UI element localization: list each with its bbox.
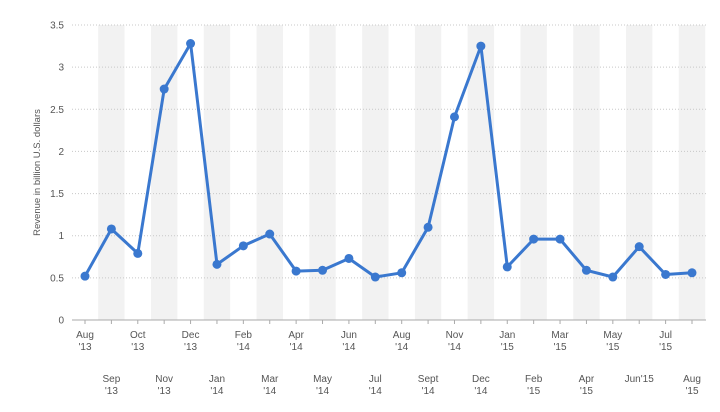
x-tick-label: Nov xyxy=(155,374,173,385)
x-tick-label-year: '14 xyxy=(290,342,303,353)
x-tick-label-year: '15 xyxy=(685,386,698,397)
data-point xyxy=(106,224,116,234)
column-band xyxy=(309,25,336,320)
y-tick-label: 3 xyxy=(58,63,64,74)
data-point xyxy=(608,272,618,282)
x-tick-label-year: '14 xyxy=(395,342,408,353)
x-tick-label-year: '14 xyxy=(474,386,487,397)
x-tick-label: Aug xyxy=(683,374,701,385)
data-point xyxy=(212,259,222,269)
data-point xyxy=(397,268,407,278)
column-band xyxy=(573,25,600,320)
series-revenue xyxy=(80,39,697,282)
data-point xyxy=(80,271,90,281)
y-tick-label: 2.5 xyxy=(50,105,64,116)
x-tick-label: Jul xyxy=(369,374,382,385)
column-band xyxy=(414,25,442,320)
y-tick-label: 3.5 xyxy=(50,21,64,32)
x-tick-label-year: '13 xyxy=(184,342,197,353)
column-band xyxy=(626,25,653,320)
x-tick-label: Jan xyxy=(209,374,225,385)
x-tick-label-year: '13 xyxy=(105,386,118,397)
data-point xyxy=(291,266,301,276)
data-point xyxy=(265,229,275,239)
x-tick-label: Jan xyxy=(499,330,515,341)
x-tick-label: May xyxy=(603,330,622,341)
column-band xyxy=(256,25,283,320)
x-tick-label-year: '14 xyxy=(210,386,223,397)
y-axis-label: Revenue in billion U.S. dollars xyxy=(32,109,43,236)
x-tick-label: Apr xyxy=(288,330,304,341)
x-tick-label-year: '15 xyxy=(606,342,619,353)
x-axis-ticks: Aug'13Sep'13Oct'13Nov'13Dec'13Jan'14Feb'… xyxy=(76,320,701,397)
x-tick-label: Nov xyxy=(446,330,464,341)
data-point xyxy=(186,39,196,49)
data-point xyxy=(133,248,143,258)
x-tick-label-year: '15 xyxy=(527,386,540,397)
data-point xyxy=(370,272,380,282)
x-tick-label: Jul xyxy=(659,330,672,341)
x-tick-label: Dec xyxy=(182,330,200,341)
x-tick-label: Jun'15 xyxy=(625,374,655,385)
data-point xyxy=(661,269,671,279)
x-tick-label-year: '15 xyxy=(501,342,514,353)
x-tick-label-year: '15 xyxy=(554,342,567,353)
data-point xyxy=(344,253,354,263)
x-tick-label: Jun xyxy=(341,330,357,341)
column-band xyxy=(98,25,125,320)
x-tick-label: Dec xyxy=(472,374,490,385)
x-tick-label: Sep xyxy=(102,374,120,385)
y-tick-label: 1 xyxy=(58,231,64,242)
y-axis-ticks: 0 0.5 1 1.5 2 2.5 3 3.5 xyxy=(50,21,64,327)
x-tick-label: Apr xyxy=(579,374,595,385)
column-band xyxy=(150,25,178,320)
x-tick-label: Oct xyxy=(130,330,146,341)
data-point xyxy=(687,268,697,278)
data-point xyxy=(238,241,248,251)
data-point xyxy=(159,84,169,94)
x-tick-label-year: '14 xyxy=(422,386,435,397)
column-band xyxy=(520,25,547,320)
data-point xyxy=(581,265,591,275)
x-tick-label: May xyxy=(313,374,332,385)
x-tick-label-year: '14 xyxy=(342,342,355,353)
data-point xyxy=(634,242,644,252)
data-point xyxy=(555,234,565,244)
x-tick-label: Sept xyxy=(418,374,439,385)
x-tick-label: Feb xyxy=(235,330,253,341)
x-tick-label-year: '13 xyxy=(78,342,91,353)
x-tick-label-year: '14 xyxy=(263,386,276,397)
column-band xyxy=(203,25,231,320)
y-tick-label: 2 xyxy=(58,147,64,158)
series-line xyxy=(83,42,694,279)
y-tick-label: 1.5 xyxy=(50,189,64,200)
data-point xyxy=(476,41,486,51)
x-tick-label-year: '15 xyxy=(580,386,593,397)
x-tick-label: Mar xyxy=(261,374,279,385)
x-tick-label: Mar xyxy=(551,330,569,341)
y-tick-label: 0 xyxy=(58,316,64,327)
data-point xyxy=(502,262,512,272)
data-point xyxy=(423,222,433,232)
x-tick-label: Aug xyxy=(76,330,94,341)
x-tick-label: Aug xyxy=(393,330,411,341)
y-tick-label: 0.5 xyxy=(50,273,64,284)
x-tick-label-year: '14 xyxy=(316,386,329,397)
data-point xyxy=(318,265,328,275)
x-tick-label: Feb xyxy=(525,374,543,385)
data-point xyxy=(529,234,539,244)
x-tick-label-year: '14 xyxy=(369,386,382,397)
data-point xyxy=(449,112,459,122)
x-tick-label-year: '13 xyxy=(158,386,171,397)
x-tick-label-year: '15 xyxy=(659,342,672,353)
x-tick-label-year: '14 xyxy=(448,342,461,353)
x-tick-label-year: '13 xyxy=(131,342,144,353)
column-band xyxy=(467,25,495,320)
x-tick-label-year: '14 xyxy=(237,342,250,353)
